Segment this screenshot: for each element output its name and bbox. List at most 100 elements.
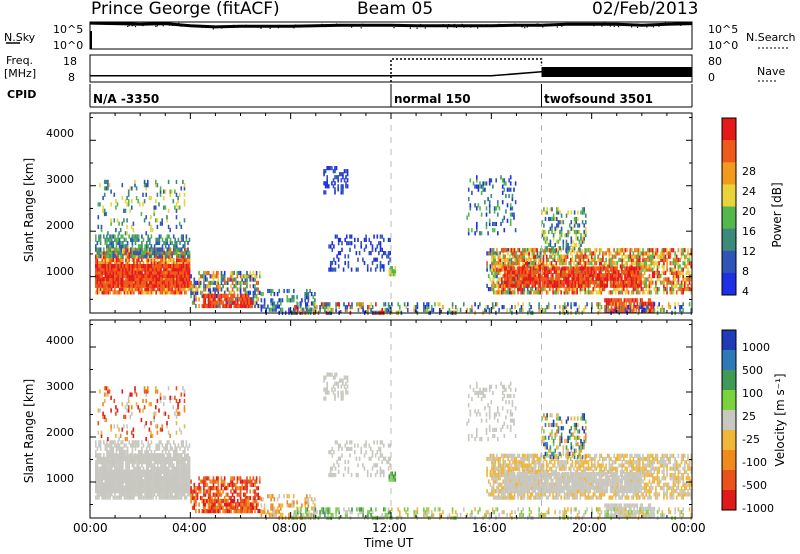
velocity-cell xyxy=(215,509,218,514)
velocity-cell xyxy=(160,475,162,481)
velocity-cell xyxy=(220,505,223,510)
velocity-cell xyxy=(158,440,161,445)
power-cell xyxy=(215,303,218,309)
power-cell xyxy=(133,267,135,272)
power-cell xyxy=(233,284,235,289)
power-cell xyxy=(394,272,397,277)
power-cell xyxy=(131,205,133,210)
velocity-cell xyxy=(520,482,522,487)
velocity-cell xyxy=(103,466,105,471)
power-cell xyxy=(176,264,178,269)
power-cell xyxy=(324,190,327,195)
velocity-cell xyxy=(119,433,122,438)
velocity-cell xyxy=(153,492,156,497)
power-cell xyxy=(163,264,165,269)
velocity-cell xyxy=(222,505,224,510)
power-cell xyxy=(96,280,99,285)
power-cell xyxy=(163,205,165,210)
power-cell xyxy=(376,234,379,239)
power-cell xyxy=(376,257,379,262)
power-cell xyxy=(120,257,122,262)
velocity-cell xyxy=(389,510,391,515)
velocity-cell xyxy=(118,479,121,484)
velocity-cell xyxy=(394,477,397,482)
power-cell xyxy=(126,267,129,272)
velocity-cell xyxy=(160,472,162,477)
power-cell xyxy=(145,257,148,262)
power-cell xyxy=(125,264,127,269)
power-cell xyxy=(254,274,256,279)
power-cell xyxy=(252,277,255,282)
power-cell xyxy=(130,274,132,279)
velocity-cell xyxy=(157,479,159,484)
velocity-cell xyxy=(184,466,186,471)
power-cell xyxy=(203,274,205,279)
velocity-cell xyxy=(271,506,274,511)
power-cell xyxy=(149,240,151,246)
velocity-cell xyxy=(101,466,103,471)
power-cell xyxy=(180,261,183,266)
velocity-cell xyxy=(137,479,140,484)
velocity-cell xyxy=(117,446,119,451)
velocity-cell xyxy=(248,502,250,507)
velocity-cell xyxy=(188,466,191,471)
velocity-cell xyxy=(244,486,247,491)
power-cell xyxy=(145,247,148,252)
power-cell xyxy=(233,270,235,276)
power-cell xyxy=(376,244,379,249)
velocity-cell xyxy=(172,485,175,490)
power-cell xyxy=(209,287,212,292)
power-cell xyxy=(131,240,134,246)
power-cell xyxy=(363,237,366,242)
power-cell xyxy=(177,253,180,259)
power-cell xyxy=(174,244,176,249)
velocity-cell xyxy=(225,505,228,510)
velocity-cell xyxy=(244,492,247,497)
power-cell xyxy=(118,280,121,285)
velocity-cell xyxy=(109,446,111,451)
velocity-cell xyxy=(251,479,253,484)
velocity-cell xyxy=(149,456,151,461)
power-cell xyxy=(304,295,306,300)
power-cell xyxy=(107,247,110,252)
power-cell xyxy=(496,283,498,288)
power-cell xyxy=(118,267,121,272)
power-cell xyxy=(171,251,173,256)
power-cell xyxy=(497,261,500,266)
power-cell xyxy=(335,307,337,313)
power-cell xyxy=(176,270,178,275)
power-cell xyxy=(367,307,369,313)
velocity-cell xyxy=(227,498,229,504)
velocity-cell xyxy=(496,485,498,491)
velocity-cell xyxy=(109,456,111,462)
velocity-cell xyxy=(152,479,154,484)
power-cell xyxy=(241,293,244,298)
velocity-cell xyxy=(177,492,180,497)
velocity-cell xyxy=(486,466,488,471)
power-cell xyxy=(128,280,130,285)
velocity-cell xyxy=(168,463,170,468)
power-cell xyxy=(136,234,138,239)
velocity-cell xyxy=(486,489,488,494)
velocity-cell xyxy=(150,459,153,464)
velocity-cell xyxy=(147,389,149,394)
velocity-cell xyxy=(166,492,169,497)
velocity-cell xyxy=(297,510,299,515)
velocity-cell xyxy=(98,479,100,484)
power-cell xyxy=(502,251,505,256)
velocity-cell xyxy=(139,453,142,458)
velocity-cell xyxy=(104,456,107,462)
velocity-cell xyxy=(112,495,115,500)
power-cell xyxy=(166,247,169,252)
velocity-cell xyxy=(175,386,178,391)
power-cell xyxy=(227,300,229,305)
velocity-cell xyxy=(136,440,138,445)
power-cell xyxy=(174,250,176,255)
velocity-cell xyxy=(390,471,392,476)
velocity-cell xyxy=(112,475,115,481)
power-cell xyxy=(98,270,100,275)
power-cell xyxy=(365,244,367,249)
velocity-cell xyxy=(147,475,149,481)
power-cell xyxy=(147,254,149,259)
power-cell xyxy=(120,261,122,266)
